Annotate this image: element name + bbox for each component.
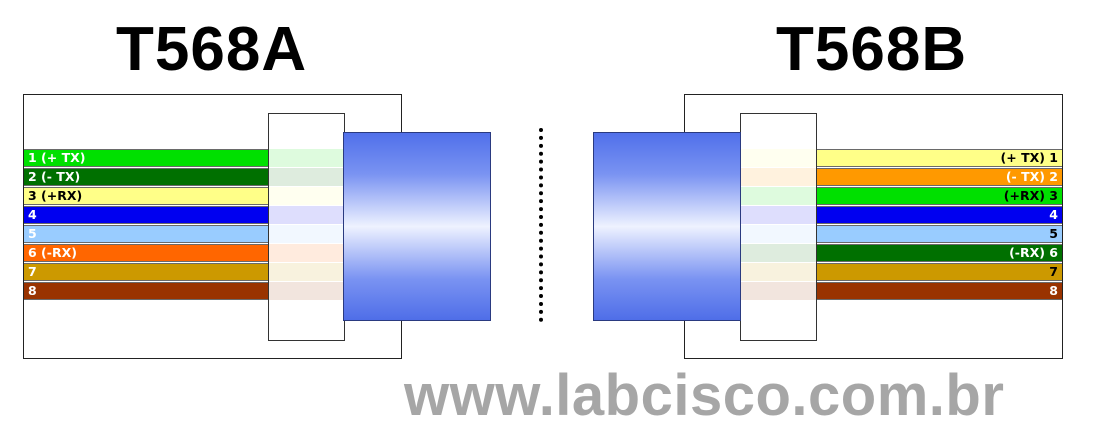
t568b-plug-pin-4 bbox=[741, 206, 816, 224]
t568a-wire-5: 5 bbox=[24, 225, 268, 243]
t568b-plug-pin-5 bbox=[741, 225, 816, 243]
t568b-wire-8: 8 bbox=[817, 282, 1062, 300]
t568a-plug-pin-5 bbox=[269, 225, 344, 243]
t568a-wire-1: 1 (+ TX) bbox=[24, 149, 268, 167]
t568b-plug-pin-2 bbox=[741, 168, 816, 186]
t568a-plug-pin-4 bbox=[269, 206, 344, 224]
watermark-url: www.labcisco.com.br bbox=[404, 363, 1005, 428]
t568b-plug-pin-1 bbox=[741, 149, 816, 167]
t568a-wire-6: 6 (-RX) bbox=[24, 244, 268, 262]
t568a-wire-2: 2 (- TX) bbox=[24, 168, 268, 186]
t568a-plug-pin-8 bbox=[269, 282, 344, 300]
t568a-rj45-plug bbox=[268, 113, 345, 341]
t568a-plug-pin-1 bbox=[269, 149, 344, 167]
title-t568b: T568B bbox=[776, 15, 968, 84]
title-t568a: T568A bbox=[116, 15, 308, 84]
t568a-plug-pin-3 bbox=[269, 187, 344, 205]
t568b-connector-body bbox=[593, 132, 741, 321]
t568b-plug-pin-3 bbox=[741, 187, 816, 205]
t568b-plug-pin-8 bbox=[741, 282, 816, 300]
t568a-wire-8: 8 bbox=[24, 282, 268, 300]
t568b-wire-7: 7 bbox=[817, 263, 1062, 281]
t568b-wire-4: 4 bbox=[817, 206, 1062, 224]
t568a-wire-7: 7 bbox=[24, 263, 268, 281]
t568a-wire-4: 4 bbox=[24, 206, 268, 224]
t568b-wire-3: (+RX) 3 bbox=[817, 187, 1062, 205]
t568b-wire-1: (+ TX) 1 bbox=[817, 149, 1062, 167]
dotted-separator bbox=[539, 128, 543, 322]
t568a-plug-pin-7 bbox=[269, 263, 344, 281]
t568b-wire-5: 5 bbox=[817, 225, 1062, 243]
t568a-connector-body bbox=[343, 132, 491, 321]
t568b-wire-2: (- TX) 2 bbox=[817, 168, 1062, 186]
t568a-wire-3: 3 (+RX) bbox=[24, 187, 268, 205]
t568b-plug-pin-7 bbox=[741, 263, 816, 281]
t568a-plug-pin-6 bbox=[269, 244, 344, 262]
t568b-plug-pin-6 bbox=[741, 244, 816, 262]
t568b-rj45-plug bbox=[740, 113, 817, 341]
t568a-plug-pin-2 bbox=[269, 168, 344, 186]
t568b-wire-6: (-RX) 6 bbox=[817, 244, 1062, 262]
